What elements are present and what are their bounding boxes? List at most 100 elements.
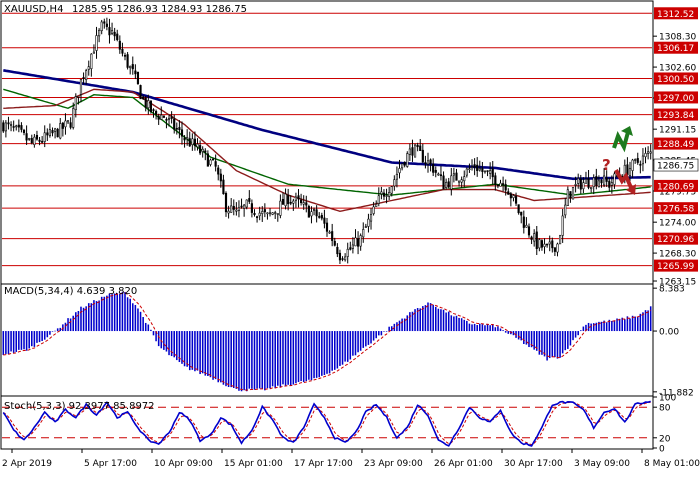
candle-body — [375, 203, 378, 207]
macd-bar — [411, 311, 414, 332]
macd-bar — [634, 316, 636, 332]
macd-bar — [302, 331, 305, 383]
candle-body — [328, 231, 331, 234]
stoch-tick-label: 0 — [659, 445, 665, 455]
candle-body — [193, 138, 197, 147]
candle-body — [263, 209, 266, 213]
macd-bar — [616, 318, 618, 332]
level-label-box — [654, 108, 698, 121]
candle-body — [577, 178, 580, 184]
macd-bar — [139, 311, 142, 332]
macd-bar — [375, 331, 377, 339]
candle-body — [546, 243, 549, 246]
price-tick-label: 1302.60 — [659, 64, 696, 74]
candle-body — [209, 159, 212, 165]
candle-body — [473, 164, 476, 168]
candle-body — [289, 201, 292, 204]
level-label-box — [654, 72, 698, 85]
level-label: 1293.84 — [657, 111, 694, 121]
macd-bar — [546, 331, 548, 361]
time-tick-label: 5 Apr 17:00 — [84, 459, 137, 469]
level-label: 1306.17 — [657, 44, 694, 54]
macd-bar — [367, 331, 370, 345]
macd-bar — [56, 328, 59, 332]
candle-body — [12, 126, 15, 128]
macd-bar — [473, 323, 476, 332]
candle-body — [188, 138, 191, 147]
candle-body — [237, 207, 241, 211]
level-label: 1297.00 — [657, 94, 694, 104]
candle-body — [250, 203, 253, 213]
current-price-label: 1286.75 — [657, 162, 694, 172]
time-tick-label: 17 Apr 17:00 — [294, 459, 353, 469]
macd-bar — [424, 305, 427, 332]
macd-bar — [328, 331, 331, 374]
macd-histogram — [2, 291, 652, 392]
macd-bar — [520, 331, 522, 341]
macd-bar — [129, 298, 131, 332]
candle-body — [129, 65, 132, 69]
macd-bar — [20, 331, 23, 350]
macd-bar — [93, 300, 95, 332]
macd-bar — [170, 331, 173, 357]
level-label-box — [654, 7, 698, 20]
macd-bar — [491, 324, 494, 332]
candle-body — [232, 206, 235, 210]
macd-bar — [326, 331, 328, 374]
current-price-box — [653, 158, 699, 172]
macd-bar — [98, 300, 100, 332]
candle-body — [525, 224, 528, 228]
macd-bar — [274, 331, 276, 389]
macd-bar — [561, 331, 564, 354]
macd-bar — [194, 331, 196, 372]
candle-body — [103, 21, 106, 24]
macd-bar — [372, 331, 375, 341]
macd-bar — [331, 331, 333, 371]
macd-bar — [455, 315, 458, 332]
macd-bar — [15, 331, 18, 352]
candle-body — [463, 176, 466, 182]
macd-bar — [517, 331, 520, 340]
macd-bar — [220, 331, 222, 383]
macd-bar — [191, 331, 194, 370]
candle-body — [152, 109, 155, 111]
time-tick-label: 2 Apr 2019 — [2, 459, 52, 469]
price-tick-label: 1279.75 — [659, 187, 696, 197]
macd-bar — [2, 331, 5, 355]
candle-body — [398, 168, 401, 174]
macd-bar — [230, 331, 232, 388]
candle-body — [279, 200, 282, 216]
candle-body — [558, 235, 562, 245]
candle-body — [7, 122, 10, 125]
candle-body — [468, 168, 471, 170]
candle-body — [142, 96, 145, 100]
macd-bar — [132, 303, 134, 332]
candle-body — [4, 122, 7, 132]
macd-bar — [137, 308, 139, 332]
candle-body — [118, 40, 121, 50]
macd-bar — [479, 323, 481, 332]
macd-bar — [447, 311, 450, 332]
macd-bar — [25, 331, 28, 351]
candle-body — [33, 136, 36, 145]
up-arrow-head-icon — [621, 126, 633, 136]
macd-bar — [295, 331, 297, 384]
candle-body — [476, 164, 479, 171]
macd-bar — [183, 331, 186, 367]
candle-body — [54, 128, 57, 132]
stoch-label: Stoch(5,3,3) 92.3977 85.8972 — [4, 401, 155, 412]
macd-bar — [33, 331, 36, 347]
candle-body — [258, 212, 261, 217]
candle-body — [338, 252, 342, 261]
macd-bar — [199, 331, 201, 375]
stoch-tick-label: 20 — [659, 434, 671, 444]
candle-body — [489, 170, 492, 174]
candle-body — [390, 186, 393, 194]
macd-bar — [152, 331, 155, 336]
candle-body — [413, 144, 417, 158]
level-label-box — [654, 137, 698, 150]
level-label-box — [654, 259, 698, 272]
macd-bar — [611, 320, 613, 332]
candle-body — [274, 212, 277, 214]
